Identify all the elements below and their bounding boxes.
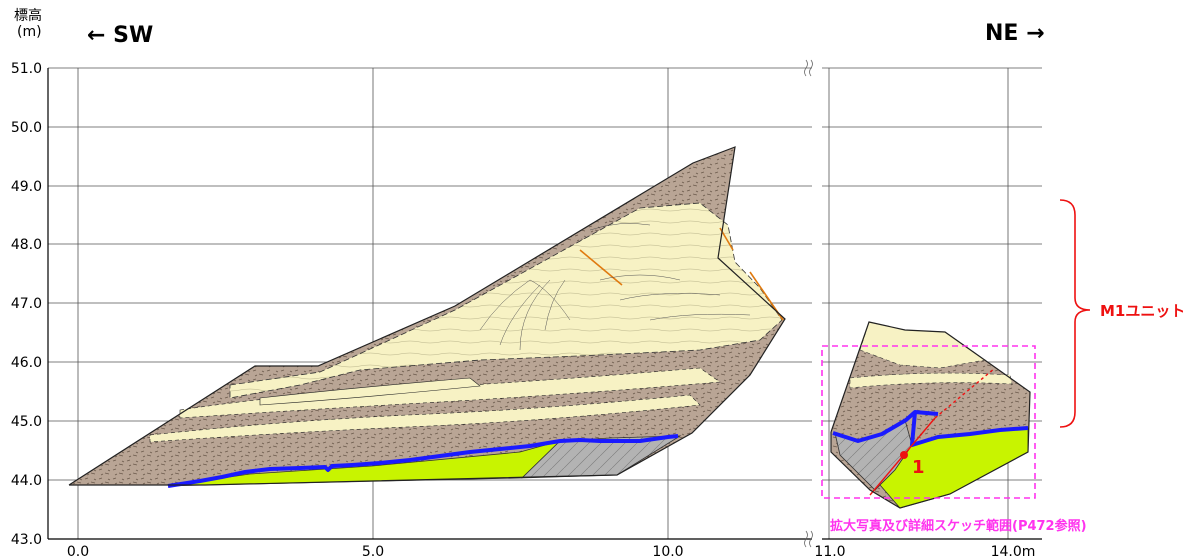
- x-tick-label: 11.0: [814, 544, 845, 560]
- blue-boundary-left: [167, 434, 679, 488]
- detail-box-caption: 拡大写真及び詳細スケッチ範囲(P472参照): [830, 518, 1087, 534]
- sand-lens-3: [259, 377, 481, 406]
- m1-unit-label: M1ユニット: [1100, 302, 1183, 320]
- fine-lamination-lines: [479, 223, 751, 351]
- y-tick-label: 44.0: [11, 473, 42, 489]
- y-tick-labels: 51.0 50.0 49.0 48.0 47.0 46.0 45.0 44.0 …: [11, 61, 42, 548]
- left-direction-label: ← SW: [87, 23, 153, 48]
- sand-lens-2: [149, 394, 701, 443]
- y-tick-label: 51.0: [11, 61, 42, 77]
- right-sand-lens: [849, 372, 1013, 389]
- axis-title-line1: 標高: [14, 7, 42, 24]
- left-outline: [68, 146, 786, 486]
- right-section: [830, 321, 1031, 509]
- m1-unit-bracket: [1059, 199, 1091, 428]
- axis-frame: [47, 68, 1042, 540]
- y-tick-label: 43.0: [11, 532, 42, 548]
- y-tick-label: 46.0: [11, 355, 42, 371]
- sample-point-label: 1: [912, 457, 925, 478]
- x-tick-label: 14.0m: [991, 544, 1036, 560]
- y-tick-label: 50.0: [11, 120, 42, 136]
- right-direction-label: NE →: [985, 21, 1045, 46]
- gray-layer-left: [520, 435, 682, 479]
- detail-area-box: [821, 345, 1036, 499]
- x-tick-label: 10.0: [652, 544, 683, 560]
- y-tick-label: 48.0: [11, 237, 42, 253]
- red-fault-dashed: [934, 367, 996, 419]
- blue-boundary-right-1: [832, 410, 939, 443]
- y-tick-label: 49.0: [11, 179, 42, 195]
- y-tick-label: 47.0: [11, 296, 42, 312]
- axis-break-marks: [804, 59, 813, 548]
- x-tick-label: 5.0: [362, 544, 384, 560]
- blue-boundary-right-2: [910, 411, 1029, 447]
- sand-upper-unit: [229, 202, 783, 399]
- right-outline: [830, 321, 1031, 509]
- y-tick-label: 45.0: [11, 414, 42, 430]
- left-section: [68, 146, 786, 488]
- x-tick-label: 0.0: [67, 544, 89, 560]
- x-tick-labels: 0.0 5.0 10.0 11.0 14.0m: [67, 544, 1036, 560]
- axis-title-line2: (m): [17, 24, 42, 40]
- sample-point-1: [900, 451, 908, 459]
